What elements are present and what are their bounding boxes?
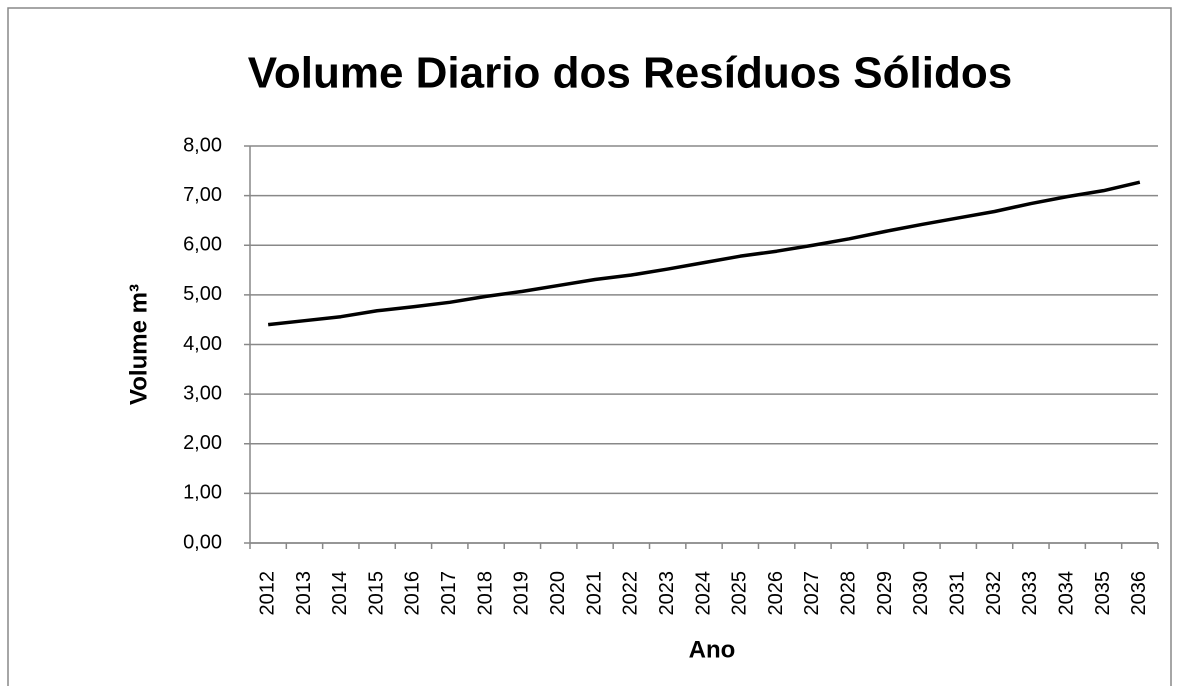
x-tick-label: 2034 (1055, 571, 1077, 616)
x-tick-label: 2032 (983, 571, 1005, 616)
x-tick-label: 2031 (947, 571, 969, 616)
x-tick-label: 2015 (365, 571, 387, 616)
x-tick-label: 2014 (329, 571, 351, 616)
x-tick-label: 2027 (801, 571, 823, 616)
x-tick-label: 2021 (583, 571, 605, 616)
line-series (267, 180, 1141, 327)
x-tick-label: 2016 (402, 571, 424, 616)
y-tick-label: 7,00 (183, 184, 222, 206)
x-tick-label: 2017 (438, 571, 460, 616)
x-tick-label: 2019 (511, 571, 533, 616)
x-tick-label: 2013 (293, 571, 315, 616)
x-tick-label: 2024 (692, 571, 714, 616)
x-tick-label: 2018 (474, 571, 496, 616)
y-tick-label: 5,00 (183, 283, 222, 305)
chart-title: Volume Diario dos Resíduos Sólidos (248, 49, 1012, 98)
y-tick-label: 8,00 (183, 134, 222, 156)
y-tick-label: 6,00 (183, 234, 222, 256)
x-tick-label: 2035 (1092, 571, 1114, 616)
y-tick-label: 4,00 (183, 333, 222, 355)
chart-border (7, 7, 1172, 686)
x-tick-label: 2036 (1128, 571, 1150, 616)
y-tick-label: 0,00 (183, 531, 222, 553)
y-tick-label: 2,00 (183, 432, 222, 454)
y-tick-label: 1,00 (183, 482, 222, 504)
x-tick-label: 2022 (620, 571, 642, 616)
x-tick-label: 2026 (765, 571, 787, 616)
x-axis-title: Ano (689, 636, 736, 663)
x-tick-label: 2029 (874, 571, 896, 616)
x-tick-label: 2012 (256, 571, 278, 616)
x-tick-label: 2023 (656, 571, 678, 616)
y-tick-label: 3,00 (183, 382, 222, 404)
x-tick-label: 2033 (1019, 571, 1041, 616)
x-tick-label: 2030 (910, 571, 932, 616)
x-tick-label: 2020 (547, 571, 569, 616)
x-tick-label: 2028 (838, 571, 860, 616)
y-axis-title: Volume m³ (125, 284, 152, 405)
x-tick-label: 2025 (729, 571, 751, 616)
